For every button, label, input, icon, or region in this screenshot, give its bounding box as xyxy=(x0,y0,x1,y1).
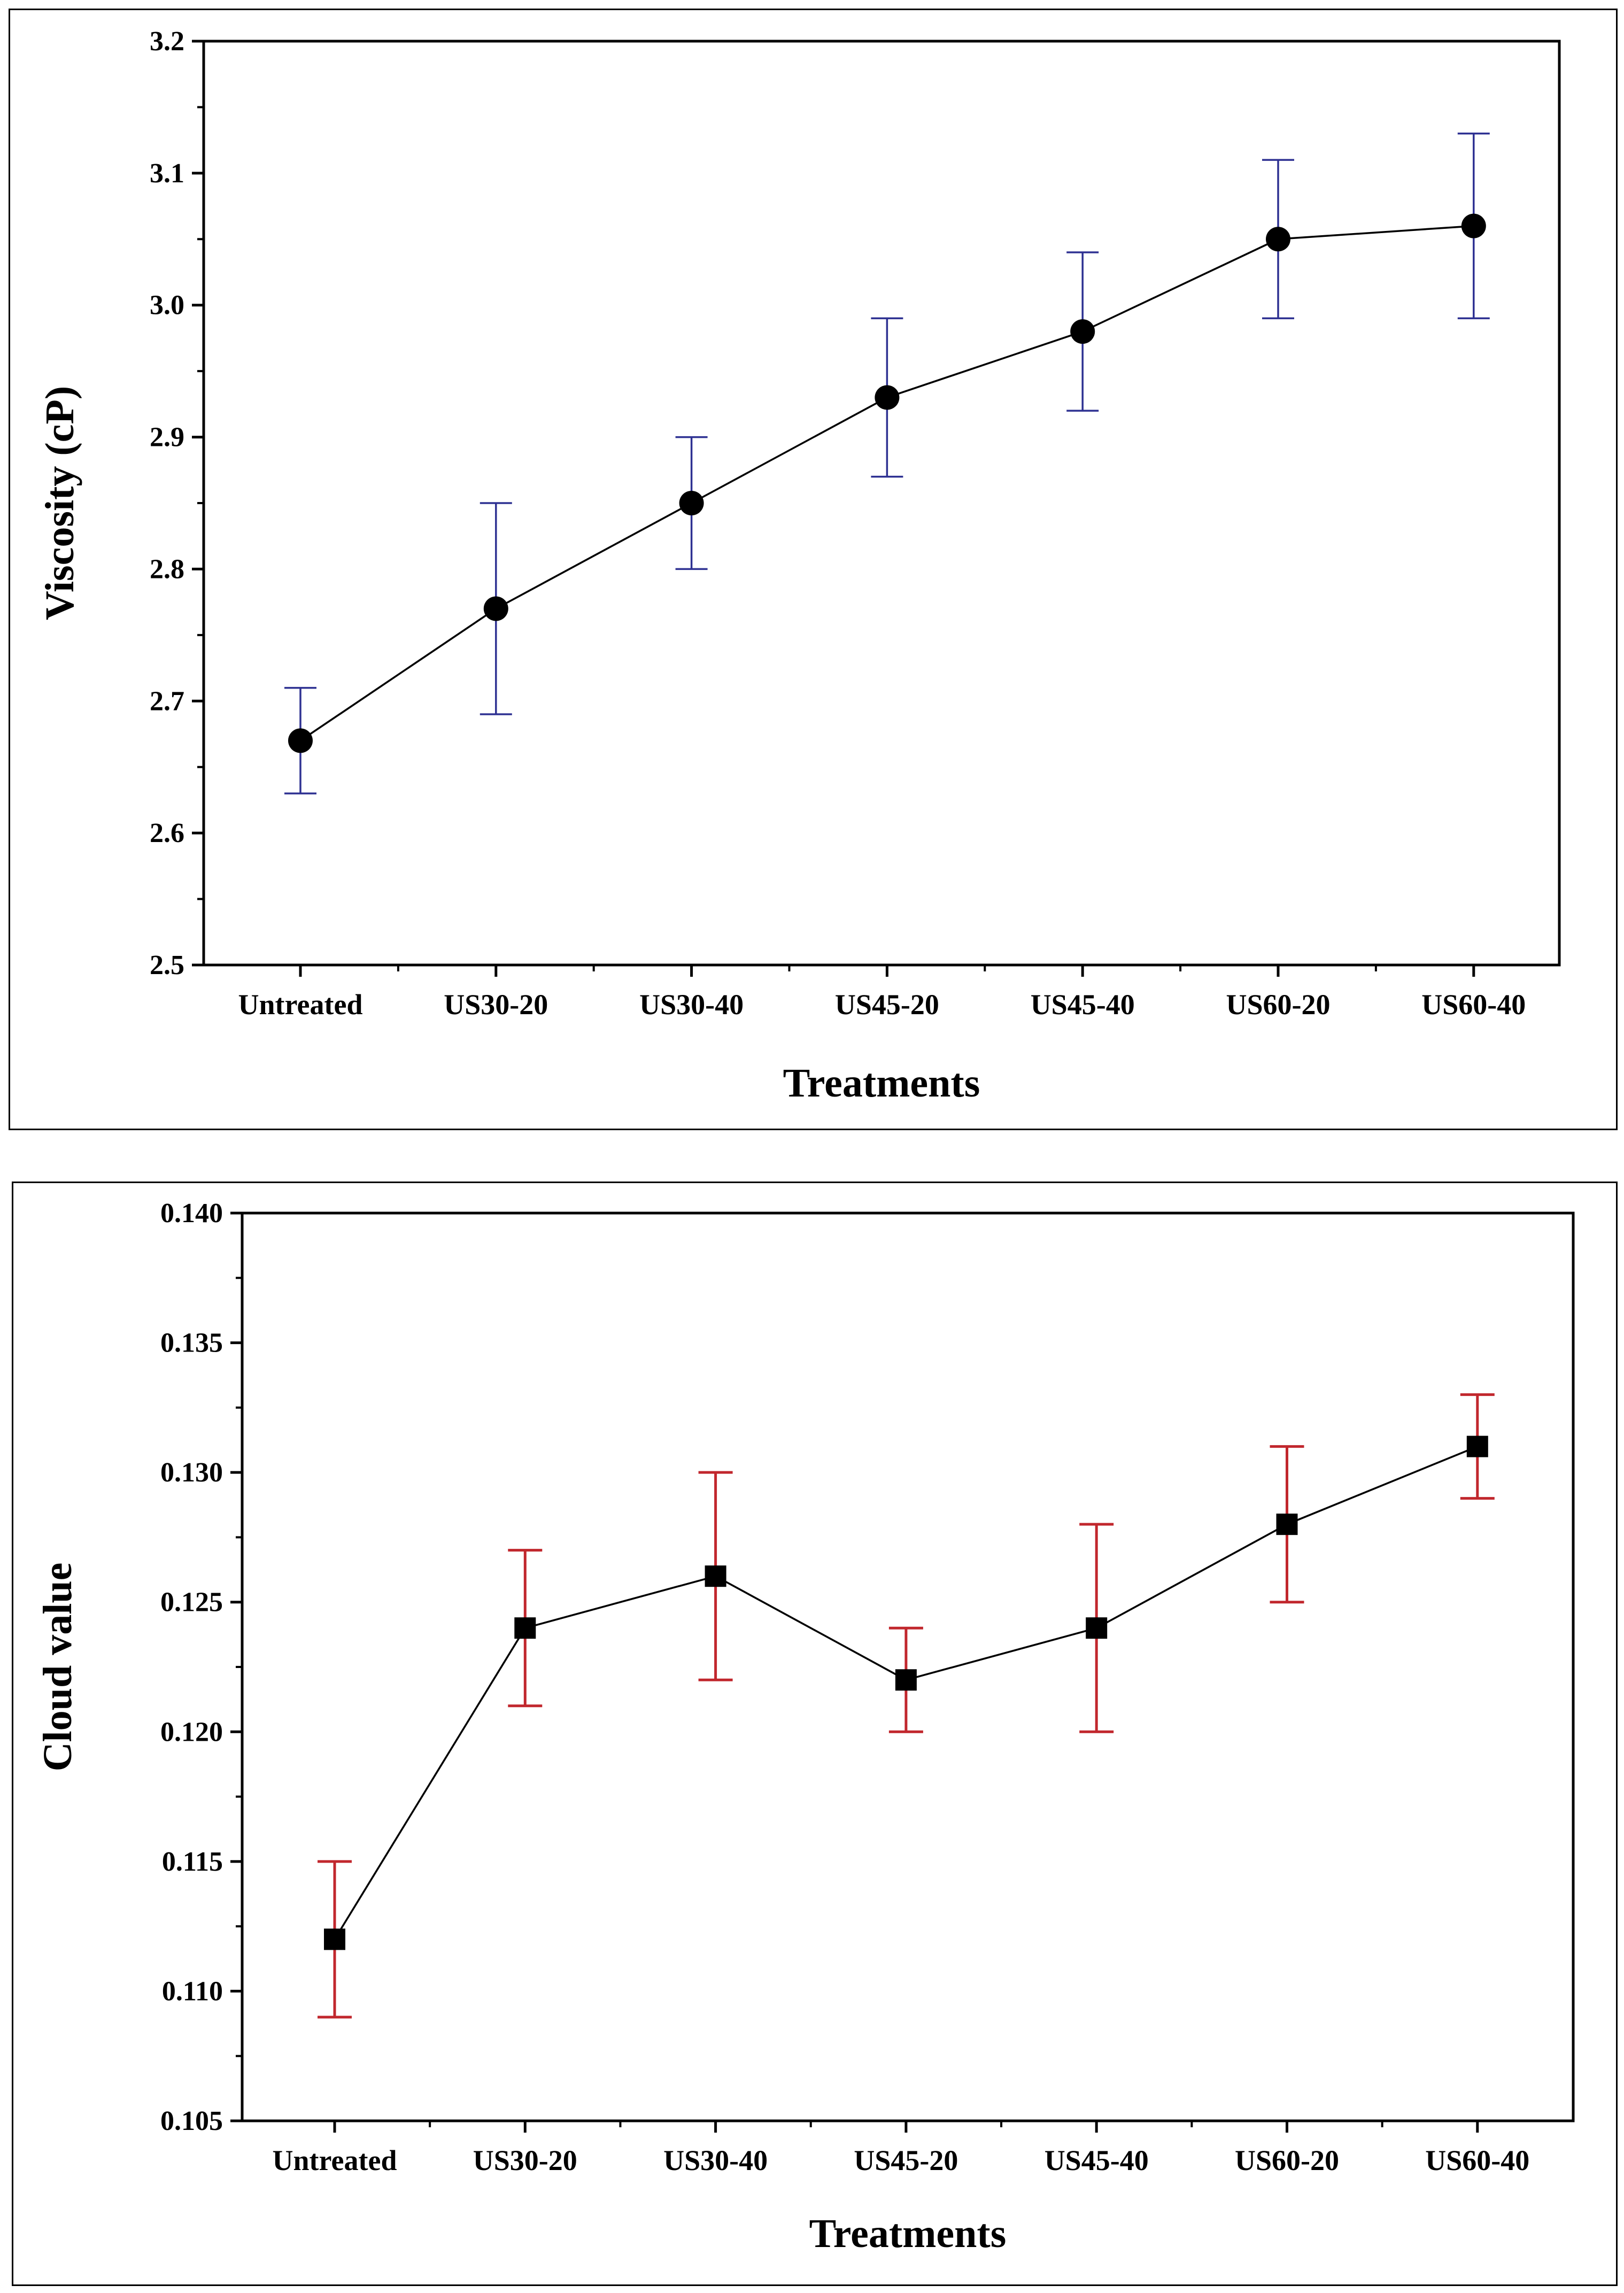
y-tick-label: 0.140 xyxy=(160,1198,223,1229)
x-axis-title: Treatments xyxy=(809,2211,1007,2256)
x-tick-label: US30-40 xyxy=(639,989,744,1021)
x-tick-label: US60-40 xyxy=(1421,989,1526,1021)
y-tick-label: 2.9 xyxy=(150,422,184,453)
data-point xyxy=(895,1669,917,1691)
plot-frame xyxy=(241,1211,1575,2122)
y-tick-label: 0.120 xyxy=(160,1717,223,1747)
y-tick-label: 0.115 xyxy=(162,1847,223,1877)
x-tick-label: US60-20 xyxy=(1226,989,1330,1021)
viscosity-chart-panel: 2.5 2.6 2.7 2.8 2.9 3.0 3.1 3.2 Untreated US30-20… xyxy=(9,9,1618,1130)
y-tick-label: 2.6 xyxy=(150,818,184,848)
y-axis-title: Cloud value xyxy=(35,1563,80,1772)
data-point xyxy=(1466,1435,1488,1457)
x-tick-label: US60-20 xyxy=(1235,2144,1339,2176)
x-tick-label: US60-40 xyxy=(1425,2144,1529,2176)
data-point xyxy=(875,385,900,410)
data-point xyxy=(1266,227,1290,252)
y-tick-label: 2.8 xyxy=(150,554,184,584)
plot-frame xyxy=(202,40,1561,967)
x-tick-label: US45-40 xyxy=(1045,2144,1149,2176)
series-line xyxy=(300,225,1474,742)
y-tick-label: 2.5 xyxy=(150,950,184,980)
data-point xyxy=(483,596,508,621)
y-tick-label: 0.110 xyxy=(162,1976,223,2006)
y-tick-label: 0.135 xyxy=(160,1328,223,1358)
y-axis-title: Viscosity (cP) xyxy=(37,386,82,620)
data-point xyxy=(705,1565,726,1587)
y-tick-label: 0.130 xyxy=(160,1457,223,1488)
data-point xyxy=(324,1928,345,1950)
viscosity-chart: 2.5 2.6 2.7 2.8 2.9 3.0 3.1 3.2 Untreated US30-20… xyxy=(37,26,1561,1106)
data-point xyxy=(1086,1617,1108,1639)
x-tick-label: US30-40 xyxy=(663,2144,768,2176)
y-tick-label: 3.0 xyxy=(150,290,184,321)
y-tick-label: 0.105 xyxy=(160,2106,223,2136)
y-tick-label: 3.2 xyxy=(150,26,184,57)
x-tick-label: US30-20 xyxy=(444,989,548,1021)
y-tick-label: 0.125 xyxy=(160,1587,223,1618)
x-tick-label: US45-20 xyxy=(854,2144,958,2176)
x-axis-title: Treatments xyxy=(783,1061,980,1106)
data-point xyxy=(514,1617,536,1639)
data-point xyxy=(679,491,704,515)
x-tick-label: Untreated xyxy=(273,2144,397,2176)
cloud-value-chart-panel: 0.105 0.110 0.115 0.120 0.125 0.130 0.135 0.140… xyxy=(12,1182,1618,2286)
data-point xyxy=(1276,1514,1298,1535)
x-tick-label: US30-20 xyxy=(473,2144,577,2176)
y-tick-label: 3.1 xyxy=(150,158,184,189)
data-point xyxy=(1070,319,1095,344)
data-point xyxy=(1461,213,1486,238)
y-tick-label: 2.7 xyxy=(150,686,184,716)
x-tick-label: US45-20 xyxy=(835,989,939,1021)
x-tick-label: Untreated xyxy=(238,989,363,1021)
x-tick-label: US45-40 xyxy=(1031,989,1135,1021)
cloud-value-chart: 0.105 0.110 0.115 0.120 0.125 0.130 0.135 0.140… xyxy=(35,1198,1575,2256)
data-point xyxy=(288,728,313,753)
